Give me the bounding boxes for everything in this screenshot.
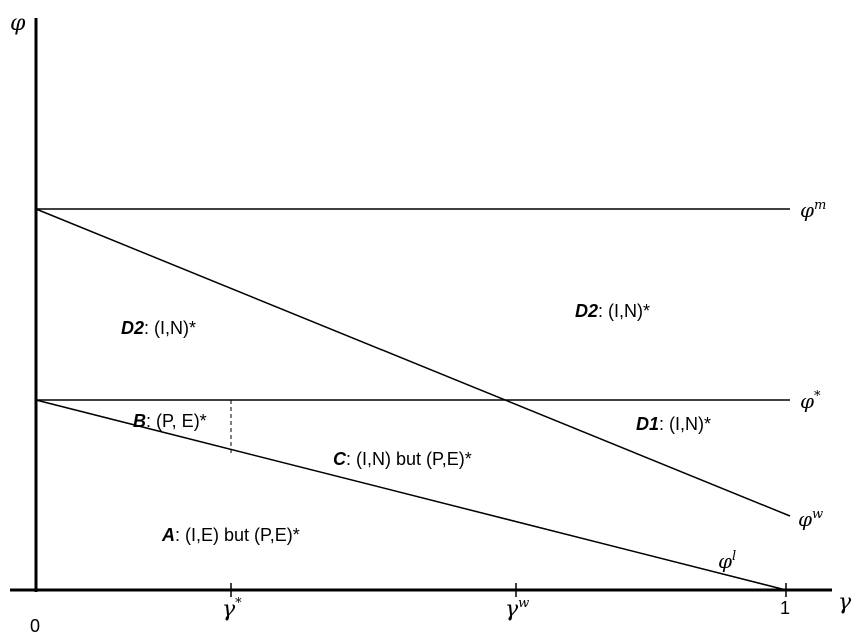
region-d2-left-label: D2: (I,N)* [121,318,196,338]
region-a-label: A: (I,E) but (P,E)* [161,525,300,545]
gamma-star-label: γ* [222,596,242,622]
region-d1-label: D1: (I,N)* [636,414,711,434]
region-d2-right-label: D2: (I,N)* [575,301,650,321]
region-c-label: C: (I,N) but (P,E)* [333,449,472,469]
phi-l-line [35,399,787,591]
phi-l-label: φl [718,549,736,573]
phi-w-line [35,208,791,517]
y-axis-symbol: φ [10,11,26,36]
phi-star-label: φ* [800,389,821,413]
region-b-label: B: (P, E)* [133,411,207,431]
x-end-label: 1 [780,598,790,618]
x-axis-symbol: γ [838,590,852,615]
origin-label: 0 [30,616,40,636]
gamma-w-label: γw [505,596,529,622]
phi-m-label: φm [800,198,826,222]
phi-w-label: φw [798,507,823,531]
